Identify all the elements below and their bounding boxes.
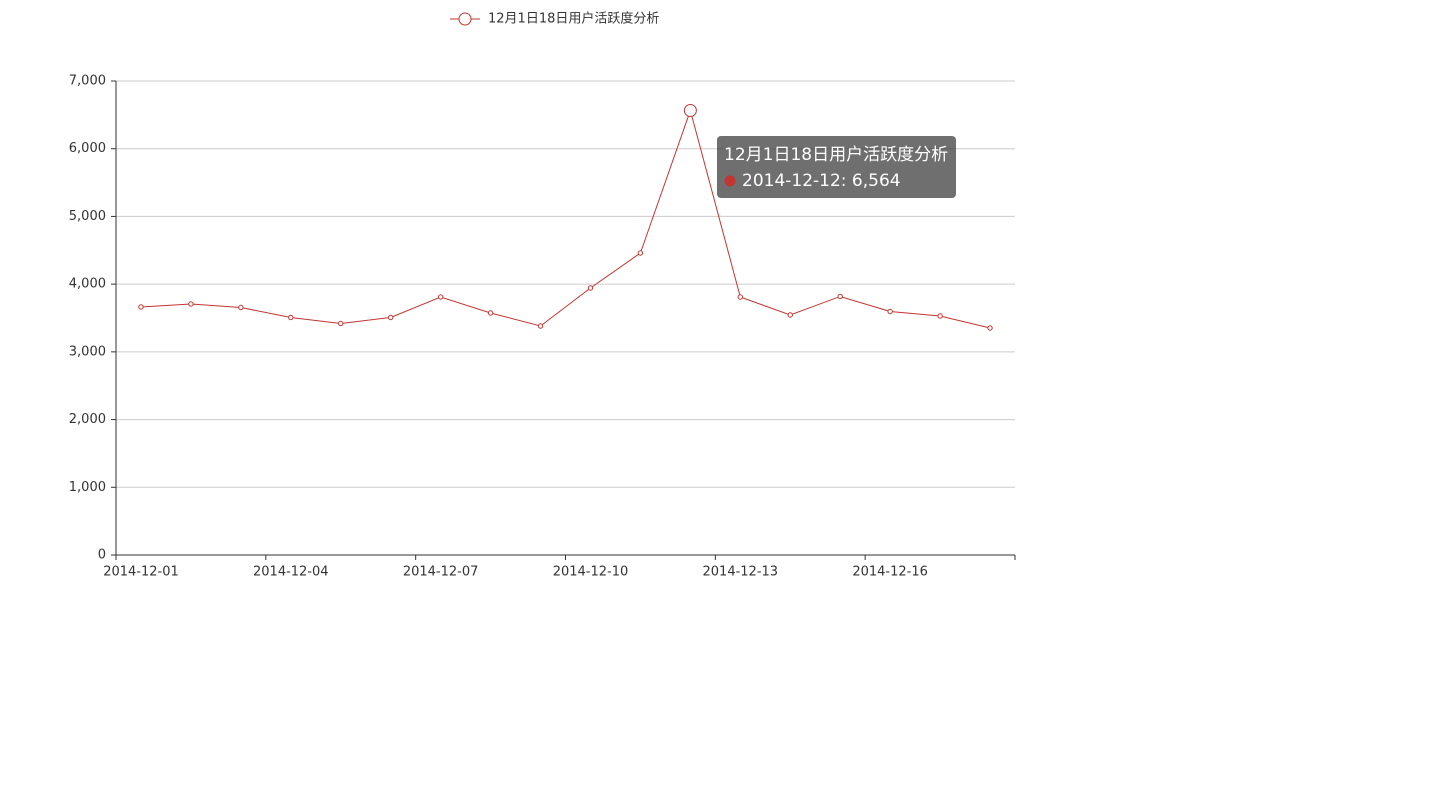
tooltip: 12月1日18日用户活跃度分析 2014-12-12: 6,564: [717, 136, 956, 198]
point: [188, 301, 194, 307]
tooltip-dot: [724, 175, 736, 187]
point: [637, 250, 644, 256]
point: [683, 104, 697, 118]
point: [837, 293, 843, 300]
point: [887, 308, 893, 315]
y-tick-label: 4,000: [69, 277, 106, 292]
y-tick-label: 5,000: [69, 209, 106, 224]
point: [587, 285, 594, 291]
x-tick-label: 2014-12-10: [553, 565, 629, 580]
point: [338, 320, 344, 327]
point: [387, 314, 394, 321]
x-tick-label: 2014-12-04: [253, 565, 329, 580]
y-tick-label: 1,000: [69, 480, 106, 495]
point: [437, 294, 444, 300]
tooltip-text: 2014-12-12: 6,564: [742, 171, 901, 191]
legend-symbol: [458, 12, 472, 26]
y-tick-label: 0: [98, 548, 106, 563]
y-tick-label: 3,000: [69, 344, 106, 359]
tooltip-box: [717, 136, 956, 198]
point: [987, 325, 993, 331]
point: [787, 312, 793, 318]
point: [937, 313, 943, 319]
tooltip-title: 12月1日18日用户活跃度分析: [724, 145, 948, 165]
point: [487, 310, 494, 316]
point: [288, 314, 294, 321]
line: [140, 108, 991, 329]
x-tick-label: 2014-12-16: [852, 565, 928, 580]
point: [737, 294, 744, 300]
x-tick-label: 2014-12-13: [703, 565, 779, 580]
legend-label: 12月1日18日用户活跃度分析: [488, 11, 659, 27]
x-tick-label: 2014-12-07: [403, 565, 479, 580]
y-tick-label: 6,000: [69, 141, 106, 156]
point: [138, 304, 144, 310]
point: [238, 304, 244, 311]
y-tick-label: 7,000: [69, 74, 106, 89]
point: [537, 323, 544, 329]
y-tick-label: 2,000: [69, 412, 106, 427]
x-tick-label: 2014-12-01: [103, 565, 179, 580]
